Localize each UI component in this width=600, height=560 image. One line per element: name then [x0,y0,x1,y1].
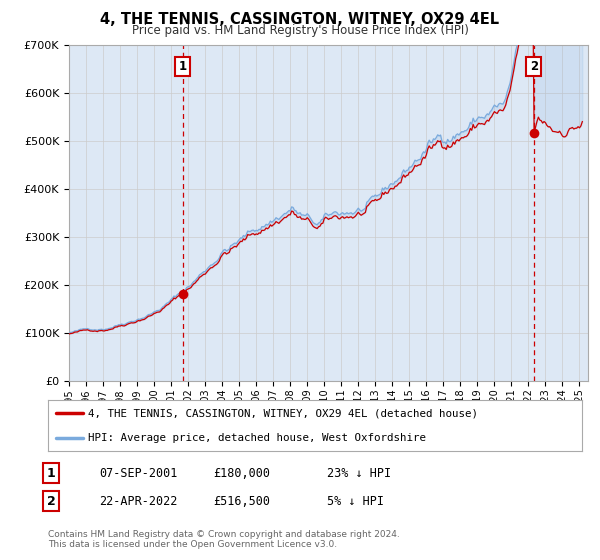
Text: 07-SEP-2001: 07-SEP-2001 [99,466,178,480]
Text: 23% ↓ HPI: 23% ↓ HPI [327,466,391,480]
Text: 2: 2 [47,494,55,508]
Text: This data is licensed under the Open Government Licence v3.0.: This data is licensed under the Open Gov… [48,540,337,549]
Text: Price paid vs. HM Land Registry's House Price Index (HPI): Price paid vs. HM Land Registry's House … [131,24,469,36]
Text: 2: 2 [530,60,538,73]
Text: 1: 1 [179,60,187,73]
Text: 5% ↓ HPI: 5% ↓ HPI [327,494,384,508]
Text: HPI: Average price, detached house, West Oxfordshire: HPI: Average price, detached house, West… [88,433,426,443]
Text: 22-APR-2022: 22-APR-2022 [99,494,178,508]
Text: 4, THE TENNIS, CASSINGTON, WITNEY, OX29 4EL: 4, THE TENNIS, CASSINGTON, WITNEY, OX29 … [100,12,500,27]
Text: 1: 1 [47,466,55,480]
Text: Contains HM Land Registry data © Crown copyright and database right 2024.: Contains HM Land Registry data © Crown c… [48,530,400,539]
Text: £180,000: £180,000 [213,466,270,480]
Text: 4, THE TENNIS, CASSINGTON, WITNEY, OX29 4EL (detached house): 4, THE TENNIS, CASSINGTON, WITNEY, OX29 … [88,408,478,418]
Text: £516,500: £516,500 [213,494,270,508]
